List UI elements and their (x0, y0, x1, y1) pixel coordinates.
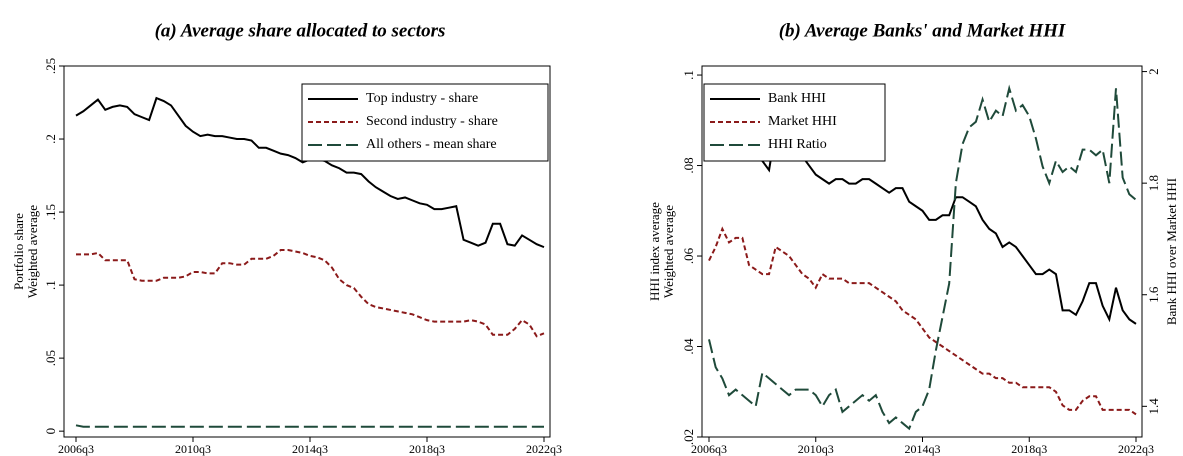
y-tick-label: .15 (43, 204, 58, 220)
y-tick-label: .25 (43, 58, 58, 74)
x-tick-label: 2014q3 (905, 442, 941, 456)
legend-label: Top industry - share (366, 91, 478, 106)
legend-label: Second industry - share (366, 114, 498, 129)
x-tick-label: 2022q3 (526, 442, 562, 456)
y-tick-label: .1 (43, 280, 58, 290)
y-tick-label: .1 (681, 70, 696, 80)
plot-frame (63, 65, 551, 438)
legend: Top industry - share Second industry - sh… (301, 83, 549, 162)
chart-title: (b) Average Banks' and Market HHI (779, 20, 1066, 41)
x-tick-label: 2014q3 (292, 442, 328, 456)
x-tick-label: 2018q3 (1011, 442, 1047, 456)
legend-label: Market HHI (768, 114, 837, 129)
y-tick-label: .04 (681, 338, 696, 355)
y2-tick-label: 1.6 (1146, 286, 1161, 303)
y-axis-label: Weighted average (661, 205, 676, 298)
y2-axis-label: Bank HHI over Market HHI (1164, 178, 1179, 325)
y-tick-label: 0 (43, 428, 58, 435)
legend-label: Bank HHI (768, 91, 826, 106)
line-series (708, 84, 1137, 431)
y-tick-label: .2 (43, 134, 58, 144)
y2-tick-label: 2 (1146, 68, 1161, 75)
y-tick-label: .02 (681, 429, 696, 445)
y-tick-label: .08 (681, 157, 696, 173)
y2-tick-label: 1.4 (1146, 398, 1161, 415)
line-series (708, 226, 1137, 416)
legend-label: All others - mean share (366, 137, 497, 152)
x-tick-label: 2022q3 (1118, 442, 1154, 456)
x-tick-label: 2010q3 (175, 442, 211, 456)
y2-tick-label: 1.8 (1146, 175, 1161, 191)
chart-title: (a) Average share allocated to sectors (155, 20, 446, 41)
y-tick-label: .05 (43, 350, 58, 366)
x-tick-label: 2010q3 (798, 442, 834, 456)
y-tick-label: .06 (681, 247, 696, 264)
y-axis-label: Portfolio share (11, 213, 26, 290)
x-tick-label: 2006q3 (691, 442, 727, 456)
legend: Bank HHI Market HHI HHI Ratio (703, 83, 886, 162)
y-axis-label: Weighted average (25, 205, 40, 298)
x-tick-label: 2006q3 (58, 442, 94, 456)
x-tick-label: 2018q3 (409, 442, 445, 456)
line-series (75, 424, 544, 428)
y-axis-label: HHI index average (647, 202, 662, 301)
line-series (76, 249, 545, 338)
legend-label: HHI Ratio (768, 137, 827, 152)
